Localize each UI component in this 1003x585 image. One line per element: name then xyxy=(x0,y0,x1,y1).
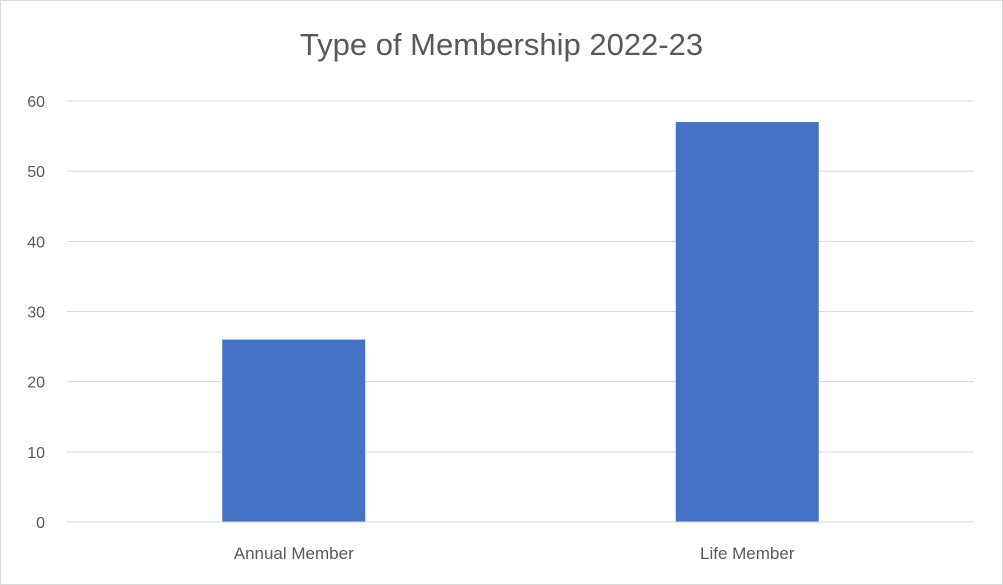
y-tick-label: 50 xyxy=(27,164,45,181)
gridlines xyxy=(67,100,974,453)
y-tick-label: 20 xyxy=(27,375,45,392)
y-tick-label: 0 xyxy=(36,515,45,532)
x-category-label: Life Member xyxy=(700,544,795,563)
y-tick-label: 40 xyxy=(27,234,45,251)
chart-title: Type of Membership 2022-23 xyxy=(299,27,704,62)
x-category-label: Annual Member xyxy=(234,544,354,563)
bars xyxy=(222,122,819,523)
bar-annual-member xyxy=(222,339,366,522)
y-tick-label: 10 xyxy=(27,445,45,462)
x-axis-labels: Annual Member Life Member xyxy=(234,544,795,563)
bar-life-member xyxy=(675,122,819,523)
y-tick-label: 60 xyxy=(27,94,45,111)
y-tick-label: 30 xyxy=(27,305,45,322)
y-axis-ticks: 0 10 20 30 40 50 60 xyxy=(27,94,45,532)
